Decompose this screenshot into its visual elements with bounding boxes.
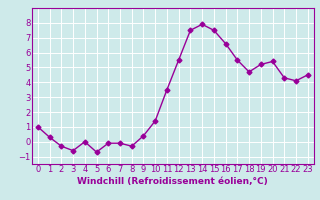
X-axis label: Windchill (Refroidissement éolien,°C): Windchill (Refroidissement éolien,°C)	[77, 177, 268, 186]
